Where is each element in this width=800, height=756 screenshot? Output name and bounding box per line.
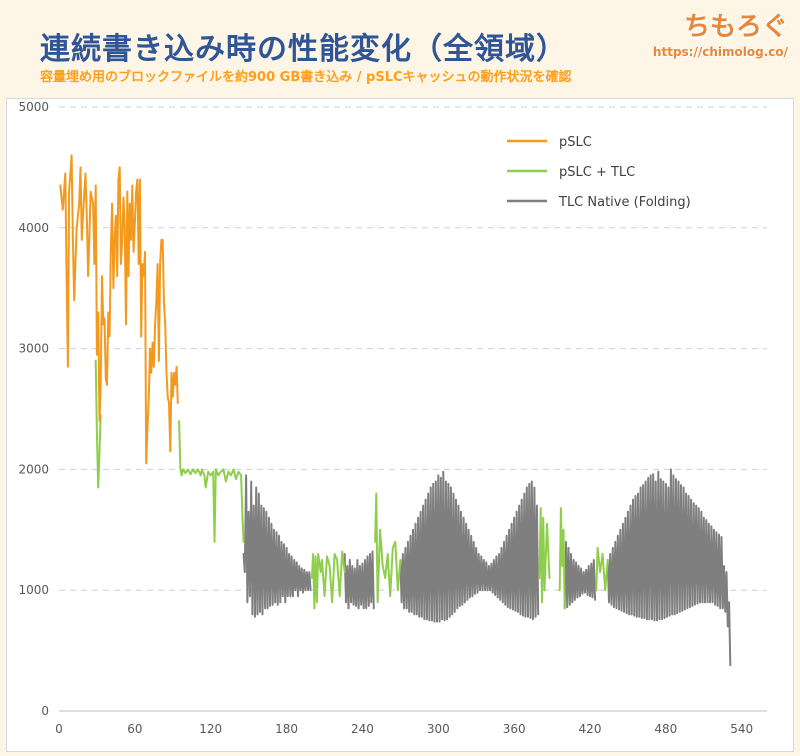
x-tick-label: 300 (427, 722, 450, 736)
legend-label: TLC Native (Folding) (558, 195, 691, 210)
legend-label: pSLC + TLC (559, 165, 635, 180)
page-title: 連続書き込み時の性能変化（全領域） (40, 32, 567, 67)
series-line-1-seg-0 (94, 359, 102, 489)
y-tick-label: 0 (41, 704, 49, 718)
brand: ちもろぐ https://chimolog.co/ (653, 6, 788, 59)
x-tick-label: 360 (503, 722, 526, 736)
page-subtitle: 容量埋め用のブロックファイルを約900 GB書き込み / pSLCキャッシュの動… (40, 70, 572, 85)
y-tick-label: 4000 (18, 221, 49, 235)
y-tick-label: 2000 (18, 462, 49, 476)
brand-url: https://chimolog.co/ (652, 45, 788, 59)
series-line-2-seg-3 (563, 540, 597, 610)
series-line-2-seg-2 (399, 470, 540, 623)
y-tick-label: 3000 (18, 342, 49, 356)
series-lines (59, 154, 732, 667)
x-tick-label: 420 (579, 722, 602, 736)
x-tick-label: 0 (55, 722, 63, 736)
legend: pSLC pSLC + TLC TLC Native (Folding) (507, 135, 691, 210)
series-line-1-seg-1 (178, 420, 245, 543)
series-line-1-seg-6 (595, 546, 609, 592)
line-chart: 0 1000 2000 3000 4000 5000 0 60 120 180 240 300 360 4… (18, 100, 767, 736)
series-line-2-seg-1 (343, 550, 375, 610)
x-tick-label: 540 (730, 722, 753, 736)
y-tick-label: 1000 (18, 583, 49, 597)
x-tick-label: 480 (654, 722, 677, 736)
x-tick-label: 60 (127, 722, 142, 736)
brand-logo: ちもろぐ (683, 12, 788, 42)
y-tick-label: 5000 (18, 100, 49, 114)
series-line-2-seg-0 (242, 474, 312, 618)
series-line-1-seg-3 (374, 492, 402, 604)
x-tick-label: 240 (351, 722, 374, 736)
series-line-2-seg-4 (606, 468, 732, 667)
series-line-0-seg-0 (59, 154, 179, 465)
series-line-1-seg-2 (310, 550, 346, 610)
axis-ticks: 0 1000 2000 3000 4000 5000 0 60 120 180 240 300 360 4… (18, 100, 753, 736)
x-tick-label: 180 (275, 722, 298, 736)
chart-panel: 0 1000 2000 3000 4000 5000 0 60 120 180 240 300 360 4… (6, 98, 794, 752)
legend-label: pSLC (559, 135, 592, 150)
series-line-1-seg-5 (558, 507, 566, 610)
x-tick-label: 120 (199, 722, 222, 736)
series-line-1-seg-4 (538, 507, 551, 604)
